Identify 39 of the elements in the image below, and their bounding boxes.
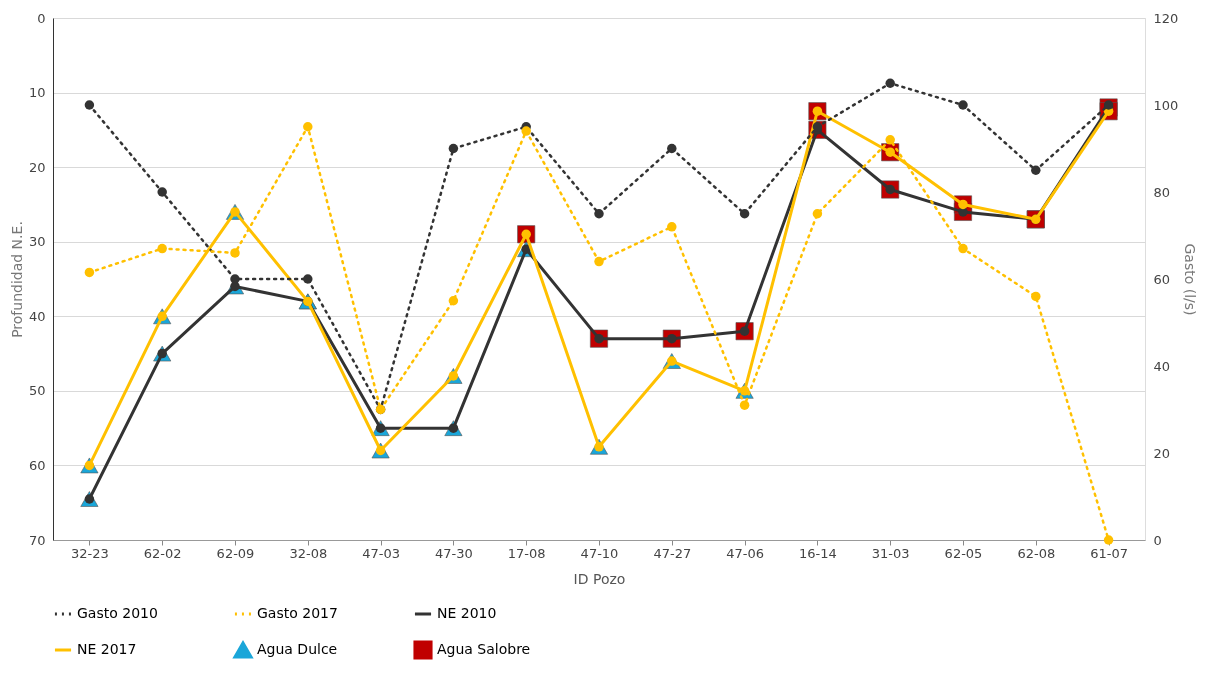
x-tick-label: 62-05: [944, 545, 983, 561]
x-tick-label: 32-08: [289, 545, 328, 561]
x-tick-label: 62-08: [1017, 545, 1056, 561]
y2-tick-label: 40: [1153, 358, 1171, 374]
y2-tick-label: 120: [1153, 10, 1179, 26]
x-tick-label: 62-02: [143, 545, 182, 561]
x-tick-label: 47-06: [726, 545, 764, 561]
x-axis-title: ID Pozo: [573, 570, 626, 587]
legend-label: Gasto 2010: [77, 605, 158, 621]
y-tick-label: 0: [37, 10, 46, 26]
legend-label: NE 2010: [437, 605, 497, 621]
x-tick-label: 31-03: [871, 545, 910, 561]
x-tick-label: 32-23: [71, 545, 109, 561]
y-tick-label: 40: [28, 308, 46, 324]
x-tick-label: 47-27: [653, 545, 692, 561]
y-tick-label: 70: [28, 532, 46, 548]
y-tick-label: 50: [28, 383, 46, 399]
x-tick-label: 16-14: [799, 545, 837, 561]
legend-label: Agua Dulce: [257, 641, 338, 657]
x-tick-label: 47-10: [580, 545, 619, 561]
y2-tick-label: 20: [1153, 445, 1171, 461]
x-tick-label: 61-07: [1090, 545, 1128, 561]
y2-axis-title: Gasto (l/s): [1182, 243, 1199, 316]
y2-tick-label: 0: [1153, 532, 1162, 548]
x-tick-label: 17-08: [507, 545, 546, 561]
y2-tick-label: 80: [1153, 184, 1171, 200]
x-tick-label: 47-30: [435, 545, 473, 561]
y2-tick-label: 100: [1153, 97, 1179, 113]
legend-label: NE 2017: [77, 641, 137, 657]
y-tick-label: 20: [28, 159, 46, 175]
x-tick-label: 47-03: [362, 545, 400, 561]
y-tick-label: 60: [28, 457, 46, 473]
legend-label: Gasto 2017: [257, 605, 338, 621]
y2-tick-label: 60: [1153, 271, 1171, 287]
y-axis-title: Profundidad N.E.: [8, 221, 25, 338]
x-tick-label: 62-09: [216, 545, 255, 561]
legend-label: Agua Salobre: [437, 641, 531, 657]
y-tick-label: 10: [28, 85, 46, 101]
y-tick-label: 30: [28, 234, 46, 250]
